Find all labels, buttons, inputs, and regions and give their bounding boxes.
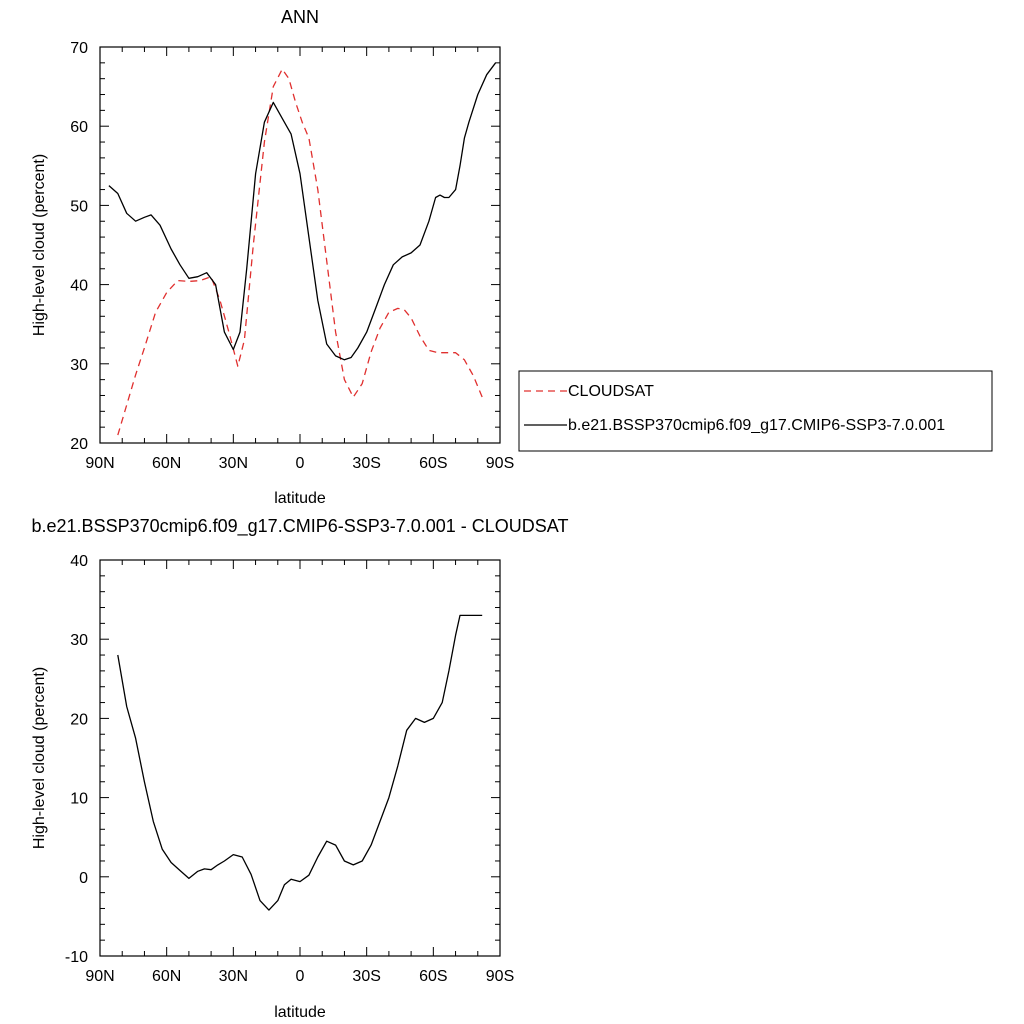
top-chart-x-tick-label: 60N bbox=[152, 455, 181, 472]
top-chart-plot-frame bbox=[99, 46, 501, 444]
legend-entry-model: b.e21.BSSP370cmip6.f09_g17.CMIP6-SSP3-7.… bbox=[568, 417, 945, 434]
top-chart-x-tick-label: 30S bbox=[352, 455, 380, 472]
top-chart-x-tick-label: 30N bbox=[219, 455, 248, 472]
bottom-chart-ticks: 90N 60N 30N 0 30S 60S 90S -10 0 10 20 30 40 bbox=[65, 553, 514, 985]
bottom-chart-x-tick-label: 30S bbox=[352, 968, 380, 985]
legend-entry-cloudsat: CLOUDSAT bbox=[568, 383, 654, 400]
bottom-chart-y-tick-label: -10 bbox=[65, 949, 88, 966]
bottom-chart-y-tick-label: 20 bbox=[70, 711, 88, 728]
top-chart-series-line-cloudsat bbox=[117, 68, 483, 436]
bottom-chart: b.e21.BSSP370cmip6.f09_g17.CMIP6-SSP3-7.… bbox=[31, 516, 568, 1021]
top-chart-ticks: 90N 60N 30N 0 30S 60S 90S 20 30 40 50 60 70 bbox=[70, 40, 514, 472]
bottom-chart-y-axis-label: High-level cloud (percent) bbox=[31, 667, 48, 849]
bottom-chart-x-tick-label: 0 bbox=[296, 968, 305, 985]
bottom-chart-x-tick-label: 90S bbox=[486, 968, 514, 985]
bottom-chart-plot-frame bbox=[99, 559, 501, 957]
top-chart-series-line-model bbox=[108, 62, 497, 361]
top-chart-series bbox=[108, 62, 497, 436]
bottom-chart-y-tick-label: 0 bbox=[79, 870, 88, 887]
top-chart-x-axis-label: latitude bbox=[274, 490, 326, 507]
bottom-chart-title: b.e21.BSSP370cmip6.f09_g17.CMIP6-SSP3-7.… bbox=[32, 516, 569, 537]
bottom-chart-x-axis-label: latitude bbox=[274, 1004, 326, 1021]
top-chart: ANN 90N 60N 30N 0 30S 60S 90S 20 30 40 50 60 70 lati… bbox=[31, 7, 993, 507]
top-chart-y-tick-label: 20 bbox=[70, 436, 88, 453]
bottom-chart-x-tick-label: 30N bbox=[219, 968, 248, 985]
top-chart-x-tick-label: 60S bbox=[419, 455, 447, 472]
top-chart-y-tick-label: 30 bbox=[70, 357, 88, 374]
top-chart-y-tick-label: 40 bbox=[70, 278, 88, 295]
legend: CLOUDSAT b.e21.BSSP370cmip6.f09_g17.CMIP… bbox=[518, 370, 993, 452]
bottom-chart-y-tick-label: 40 bbox=[70, 553, 88, 570]
bottom-chart-series-line-difference bbox=[117, 614, 483, 911]
bottom-chart-y-tick-label: 10 bbox=[70, 791, 88, 808]
top-chart-y-tick-label: 50 bbox=[70, 198, 88, 215]
top-chart-title: ANN bbox=[281, 7, 319, 27]
legend-box bbox=[518, 370, 993, 452]
top-chart-x-tick-label: 90N bbox=[85, 455, 114, 472]
bottom-chart-x-tick-label: 90N bbox=[85, 968, 114, 985]
top-chart-y-axis-label: High-level cloud (percent) bbox=[31, 154, 48, 336]
bottom-chart-x-tick-label: 60S bbox=[419, 968, 447, 985]
bottom-chart-x-tick-label: 60N bbox=[152, 968, 181, 985]
top-chart-x-tick-label: 0 bbox=[296, 455, 305, 472]
top-chart-y-tick-label: 60 bbox=[70, 119, 88, 136]
bottom-chart-y-tick-label: 30 bbox=[70, 632, 88, 649]
top-chart-x-tick-label: 90S bbox=[486, 455, 514, 472]
bottom-chart-series bbox=[117, 614, 483, 911]
top-chart-y-tick-label: 70 bbox=[70, 40, 88, 57]
